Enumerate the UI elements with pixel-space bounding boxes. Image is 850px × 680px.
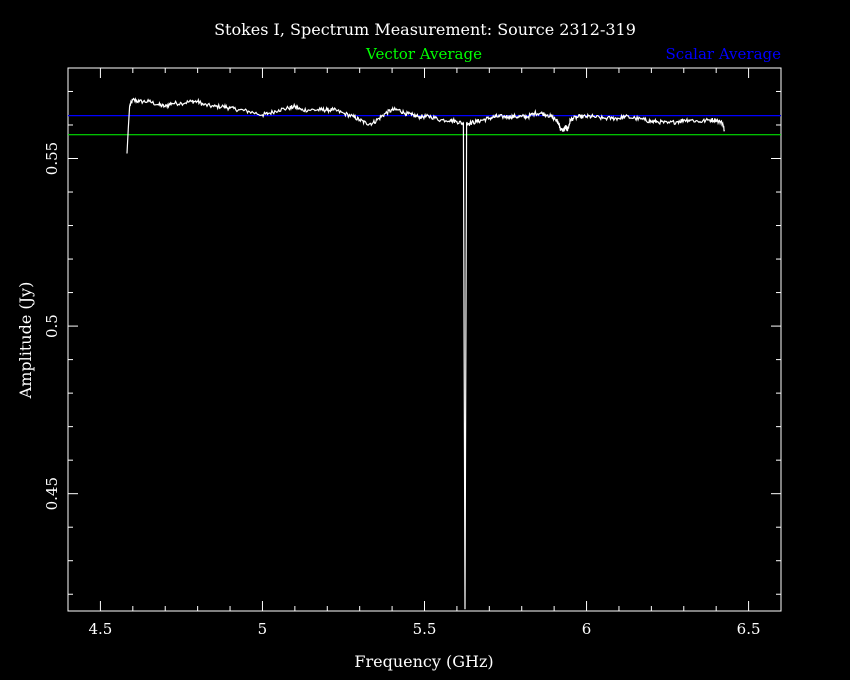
- y-axis-label: Amplitude (Jy): [16, 282, 35, 400]
- x-tick-label: 4.5: [88, 620, 112, 638]
- x-tick-label: 6.5: [737, 620, 761, 638]
- legend-vector-average: Vector Average: [365, 45, 482, 63]
- x-tick-label: 5: [258, 620, 268, 638]
- y-tick-label: 0.45: [43, 477, 61, 510]
- chart-title: Stokes I, Spectrum Measurement: Source 2…: [214, 20, 636, 39]
- axis-ticks: [67, 68, 782, 611]
- x-tick-label: 5.5: [413, 620, 437, 638]
- x-axis-label: Frequency (GHz): [354, 652, 493, 671]
- spectrum-series-line: [126, 96, 725, 610]
- y-tick-label: 0.55: [43, 142, 61, 175]
- y-tick-label: 0.5: [43, 314, 61, 338]
- legend-scalar-average: Scalar Average: [666, 45, 782, 63]
- x-tick-label: 6: [582, 620, 592, 638]
- axis-tick-labels: 4.5 5 5.5 6 6.5 0.45 0.5 0.55: [43, 142, 761, 638]
